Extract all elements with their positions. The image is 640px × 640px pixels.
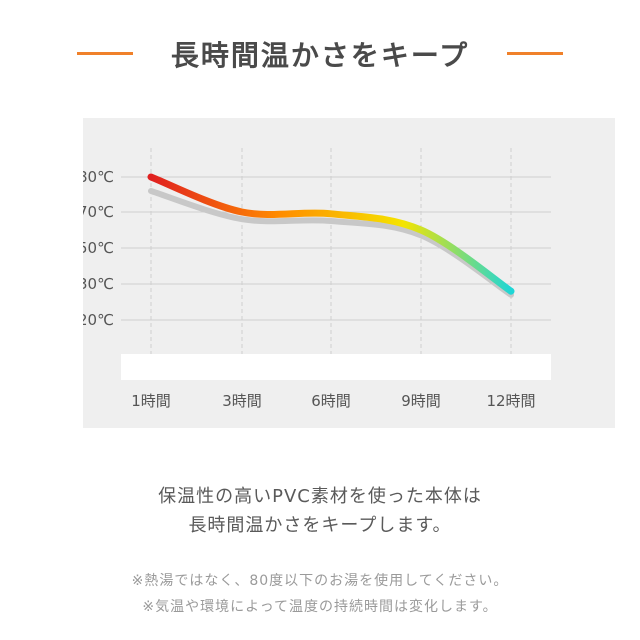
baseline-band [121,354,551,380]
y-tick-label: 80℃ [83,168,114,186]
description-line-2: 長時間温かさをキープします。 [188,515,452,536]
x-tick-label: 1時間 [131,392,171,410]
note-line-2: ※気温や環境によって温度の持続時間は変化します。 [142,599,498,615]
chart-panel: 80℃ 70℃ 50℃ 30℃ 20℃ 1時間 3時間 6時間 9時間 12時間 [83,118,615,428]
temperature-chart: 80℃ 70℃ 50℃ 30℃ 20℃ 1時間 3時間 6時間 9時間 12時間 [83,148,551,410]
note-line-1: ※熱湯ではなく、80度以下のお湯を使用してください。 [131,573,509,589]
description-line-1: 保温性の高いPVC素材を使った本体は [158,486,482,507]
y-tick-label: 50℃ [83,239,114,257]
title-accent-line-right [507,52,563,55]
y-tick-label: 20℃ [83,311,114,329]
x-tick-label: 12時間 [486,392,535,410]
shadow-series-line [148,188,514,298]
page-title: 長時間温かさをキープ [170,39,470,72]
x-tick-label: 3時間 [222,392,262,410]
title-row: 長時間温かさをキープ [0,28,640,78]
temperature-series-line [147,173,515,295]
x-tick-label: 9時間 [401,392,441,410]
y-tick-label: 70℃ [83,203,114,221]
x-tick-label: 6時間 [311,392,351,410]
title-accent-line-left [77,52,133,55]
y-tick-label: 30℃ [83,275,114,293]
